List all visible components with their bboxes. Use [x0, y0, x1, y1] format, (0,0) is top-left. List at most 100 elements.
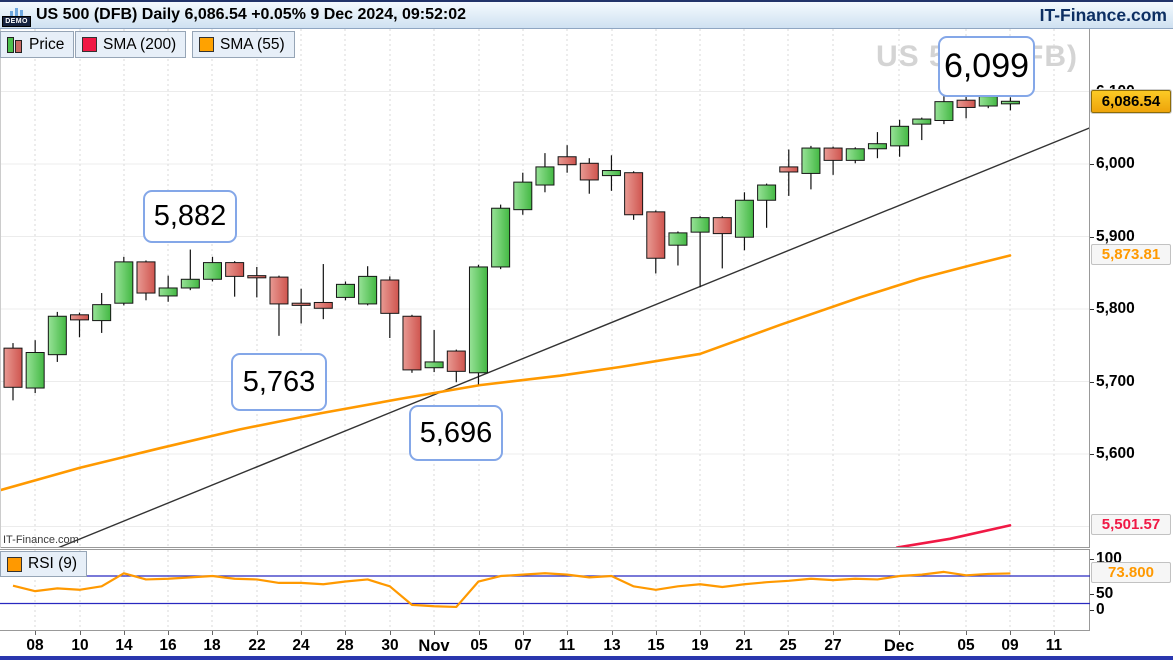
time-axis-tick — [345, 631, 346, 635]
time-axis-tick — [700, 631, 701, 635]
time-axis-tick — [567, 631, 568, 635]
trendline[interactable] — [56, 127, 1090, 548]
candle-body — [468, 266, 488, 374]
time-axis-label: 28 — [336, 637, 354, 654]
candle-body — [779, 166, 799, 173]
time-axis-tick — [966, 631, 967, 635]
candle-body — [424, 361, 444, 369]
annotation-label[interactable]: 5,882 — [143, 190, 237, 243]
candle-body — [513, 181, 533, 211]
time-axis-label: 09 — [1001, 637, 1019, 654]
candle-body — [690, 217, 710, 233]
sma200-value-badge: 5,501.57 — [1091, 514, 1171, 536]
time-axis-tick — [168, 631, 169, 635]
rsi-value-badge: 73.800 — [1091, 562, 1171, 584]
time-axis-label: 08 — [26, 637, 44, 654]
time-axis-label: 11 — [1045, 637, 1063, 654]
candle-body — [136, 261, 156, 294]
price-axis-label: 6,000 — [1096, 155, 1135, 172]
rsi-panel-plot[interactable] — [0, 549, 1090, 631]
demo-account-icon: DEMO — [2, 4, 31, 27]
time-axis-tick — [899, 631, 900, 635]
annotation-label[interactable]: 5,696 — [409, 405, 503, 461]
price-axis-tick — [1090, 164, 1094, 165]
demo-badge: DEMO — [2, 15, 31, 27]
bottom-bar — [0, 656, 1173, 660]
candles-series[interactable] — [3, 92, 1020, 401]
brand-link[interactable]: IT-Finance.com — [1039, 4, 1167, 25]
price-axis-label: 5,600 — [1096, 445, 1135, 462]
last-price-badge: 6,086.54 — [1090, 89, 1172, 115]
candle-body — [890, 125, 910, 147]
candlestick-logo-icon — [10, 7, 23, 16]
price-axis-tick — [1090, 236, 1094, 238]
title-bar: DEMO US 500 (DFB) Daily 6,086.54 +0.05% … — [0, 0, 1173, 29]
time-axis-label: Nov — [418, 637, 450, 655]
candle-body — [47, 315, 67, 356]
legend-sma55-chip[interactable]: SMA (55) — [192, 31, 295, 58]
candle-body — [912, 118, 932, 125]
candle-body — [601, 170, 621, 177]
time-axis-tick — [523, 631, 524, 635]
rsi-axis-tick — [1090, 594, 1094, 595]
time-axis-tick — [833, 631, 834, 635]
annotation-label[interactable]: 6,099 — [938, 36, 1035, 97]
time-axis-label: 21 — [735, 637, 753, 654]
candle-body — [1000, 100, 1020, 105]
candle-body — [114, 261, 134, 304]
rsi-axis[interactable]: 100 50 0 73.800 — [1090, 549, 1173, 631]
price-axis-tick — [1090, 454, 1094, 455]
sma55-line[interactable] — [0, 254, 1012, 492]
time-axis-label: Dec — [883, 637, 915, 655]
rsi-axis-label: 0 — [1096, 601, 1105, 618]
time-axis-label: 07 — [514, 637, 532, 654]
candle-body — [380, 279, 400, 314]
time-axis-label: 22 — [248, 637, 266, 654]
rsi-axis-tick — [1090, 559, 1094, 560]
time-axis-label: 30 — [381, 637, 399, 654]
time-axis-tick — [1010, 631, 1011, 635]
candle-body — [247, 275, 267, 279]
candle-body — [934, 101, 954, 122]
candle-body — [225, 262, 245, 277]
legend-rsi-chip[interactable]: RSI (9) — [0, 551, 88, 577]
price-axis-label: 5,900 — [1096, 227, 1135, 245]
time-axis[interactable]: 08 10 14 16 18 22 24 28 30 Nov 05 07 11 13 15 19 21 25 27 D… — [0, 631, 1090, 656]
legend-price-chip[interactable]: Price — [0, 31, 75, 58]
time-axis-label: 10 — [71, 637, 89, 654]
legend-sma55-label: SMA (55) — [220, 35, 285, 53]
price-chart-plot[interactable] — [0, 29, 1090, 548]
candle-body — [712, 217, 732, 235]
candle-body — [402, 315, 422, 371]
candle-body — [335, 283, 355, 298]
instrument-title: US 500 (DFB) Daily 6,086.54 +0.05% 9 Dec… — [36, 6, 467, 23]
time-axis-label: 11 — [558, 637, 576, 654]
annotation-label[interactable]: 5,763 — [231, 353, 327, 411]
price-axis[interactable]: 6,1006,0005,9005,8005,7005,6006,086.545,… — [1090, 29, 1173, 548]
rsi-axis-tick — [1090, 610, 1094, 611]
rsi-line[interactable] — [12, 570, 1011, 609]
candle-body — [202, 262, 222, 280]
time-axis-label: 27 — [824, 637, 842, 654]
candle-body — [956, 99, 976, 108]
candle-body — [3, 347, 23, 388]
sma200-line[interactable] — [895, 524, 1012, 548]
sma55-value-badge: 5,873.81 — [1091, 244, 1171, 266]
time-axis-label: 15 — [647, 637, 665, 654]
price-axis-label: 5,700 — [1096, 372, 1135, 390]
candle-body — [624, 172, 644, 216]
candle-body — [269, 276, 289, 305]
time-axis-label: 13 — [603, 637, 621, 654]
time-axis-label: 18 — [203, 637, 221, 654]
time-axis-tick — [612, 631, 613, 635]
candle-body — [358, 275, 378, 305]
time-axis-tick — [434, 631, 435, 635]
legend-sma200-chip[interactable]: SMA (200) — [75, 31, 187, 58]
time-axis-label: 16 — [159, 637, 177, 654]
candle-body — [25, 352, 45, 389]
time-axis-label: 05 — [470, 637, 488, 654]
candle-body — [978, 96, 998, 107]
candle-body — [557, 156, 577, 166]
sma55-swatch-icon — [199, 37, 214, 52]
